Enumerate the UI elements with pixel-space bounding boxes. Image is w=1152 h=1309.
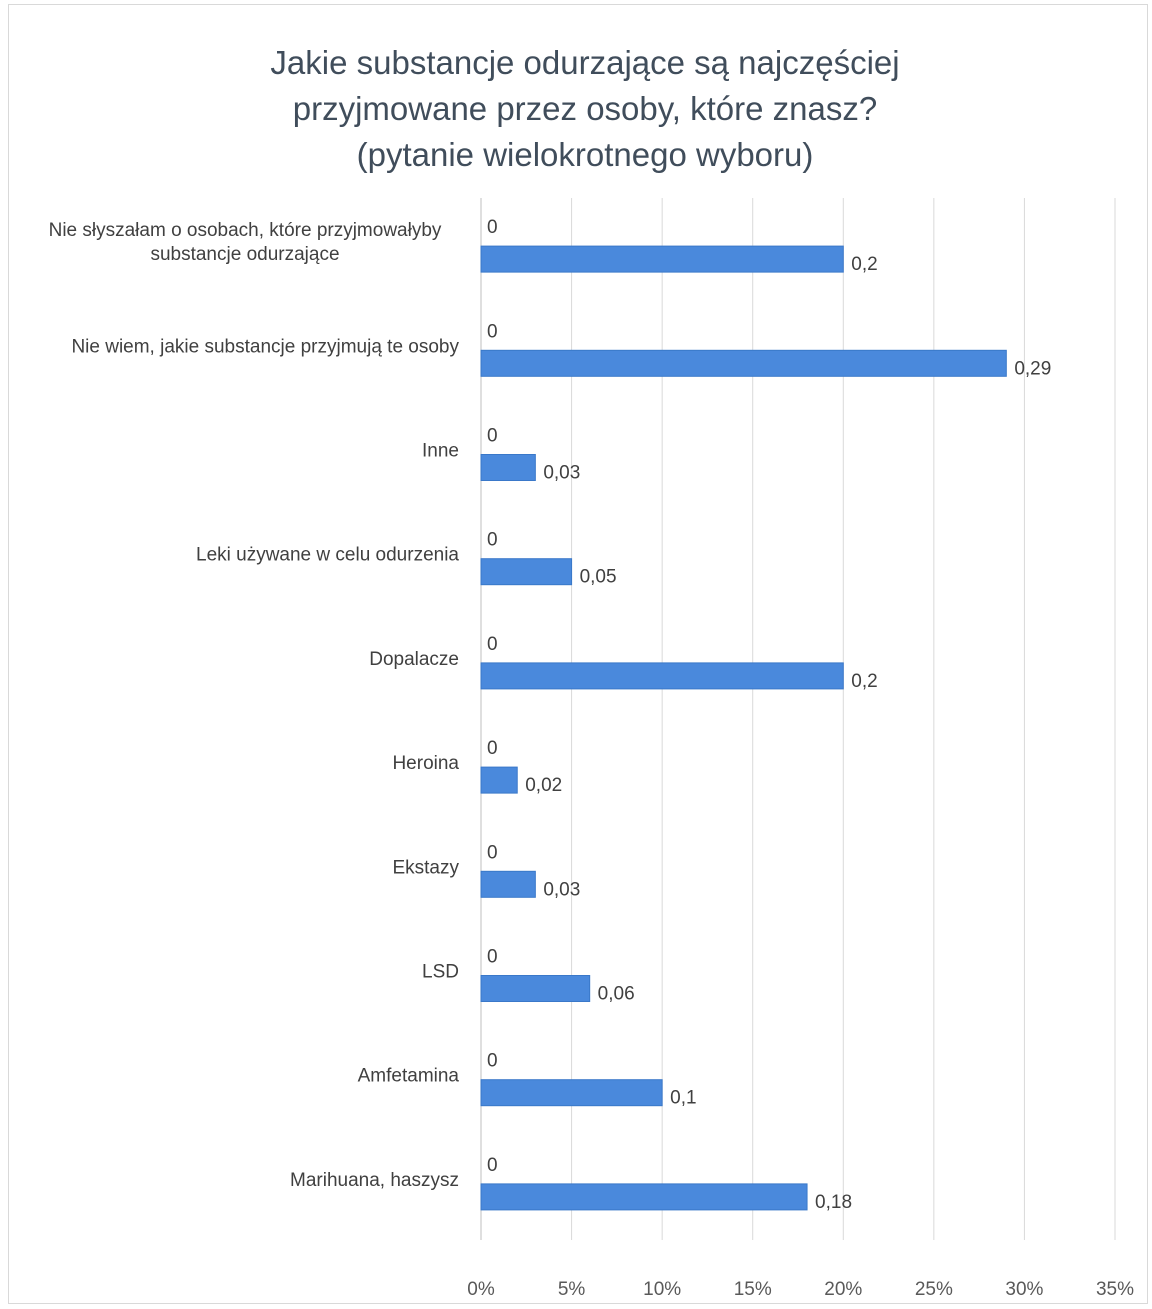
bar-value-label-9: 0,18 — [815, 1192, 852, 1213]
zero-series-label-3: 0 — [487, 530, 498, 551]
zero-series-label-5: 0 — [487, 738, 498, 759]
zero-series-label-7: 0 — [487, 947, 498, 968]
category-label-1: Nie wiem, jakie substancje przyjmują te … — [71, 336, 459, 357]
zero-series-label-2: 0 — [487, 426, 498, 447]
x-tick-label-6: 30% — [1005, 1279, 1043, 1300]
x-tick-label-7: 35% — [1096, 1279, 1134, 1300]
bar-3 — [480, 558, 573, 586]
chart-title-line-1: Jakie substancje odurzające są najczęści… — [270, 44, 900, 81]
bar-6 — [480, 870, 536, 898]
zero-series-label-4: 0 — [487, 634, 498, 655]
bar-value-label-0: 0,2 — [851, 254, 877, 275]
x-tick-label-3: 15% — [734, 1279, 772, 1300]
chart-title-line-3: (pytanie wielokrotnego wyboru) — [356, 136, 814, 173]
zero-series-label-8: 0 — [487, 1051, 498, 1072]
bar-4 — [480, 662, 844, 690]
category-label-9: Marihuana, haszysz — [290, 1170, 459, 1191]
bar-7 — [480, 975, 591, 1002]
category-label-4: Dopalacze — [369, 649, 459, 670]
category-label-7: LSD — [422, 962, 459, 983]
category-label-2: Inne — [422, 441, 459, 462]
bar-value-label-6: 0,03 — [543, 879, 580, 900]
chart-title-line-2: przyjmowane przez osoby, które znasz? — [292, 90, 878, 127]
bar-5 — [480, 766, 518, 794]
category-label-6: Ekstazy — [392, 857, 459, 878]
bar-value-label-5: 0,02 — [525, 775, 562, 796]
x-tick-label-5: 25% — [915, 1279, 953, 1300]
x-tick-label-1: 5% — [558, 1279, 586, 1300]
category-label-5: Heroina — [392, 753, 459, 774]
bar-value-label-8: 0,1 — [670, 1088, 696, 1109]
x-tick-label-2: 10% — [643, 1279, 681, 1300]
zero-series-label-1: 0 — [487, 321, 498, 342]
category-label-0: Nie słyszałam o osobach, które przyjmowa… — [49, 220, 442, 265]
bar-value-label-2: 0,03 — [543, 463, 580, 484]
zero-series-label-0: 0 — [487, 217, 498, 238]
bar-value-label-7: 0,06 — [598, 984, 635, 1005]
bar-2 — [480, 454, 536, 481]
bar-value-label-3: 0,05 — [580, 567, 617, 588]
bar-value-label-4: 0,2 — [851, 671, 877, 692]
bar-value-label-1: 0,29 — [1014, 358, 1051, 379]
bar-9 — [480, 1183, 808, 1211]
zero-series-label-6: 0 — [487, 842, 498, 863]
x-tick-label-0: 0% — [467, 1279, 495, 1300]
bar-0 — [480, 245, 844, 273]
bar-1 — [480, 349, 1007, 377]
x-tick-label-4: 20% — [824, 1279, 862, 1300]
bar-8 — [480, 1079, 663, 1107]
category-label-3: Leki używane w celu odurzenia — [196, 545, 459, 566]
zero-series-label-9: 0 — [487, 1155, 498, 1176]
category-label-8: Amfetamina — [358, 1066, 460, 1087]
chart-title: Jakie substancje odurzające są najczęści… — [0, 40, 1152, 178]
